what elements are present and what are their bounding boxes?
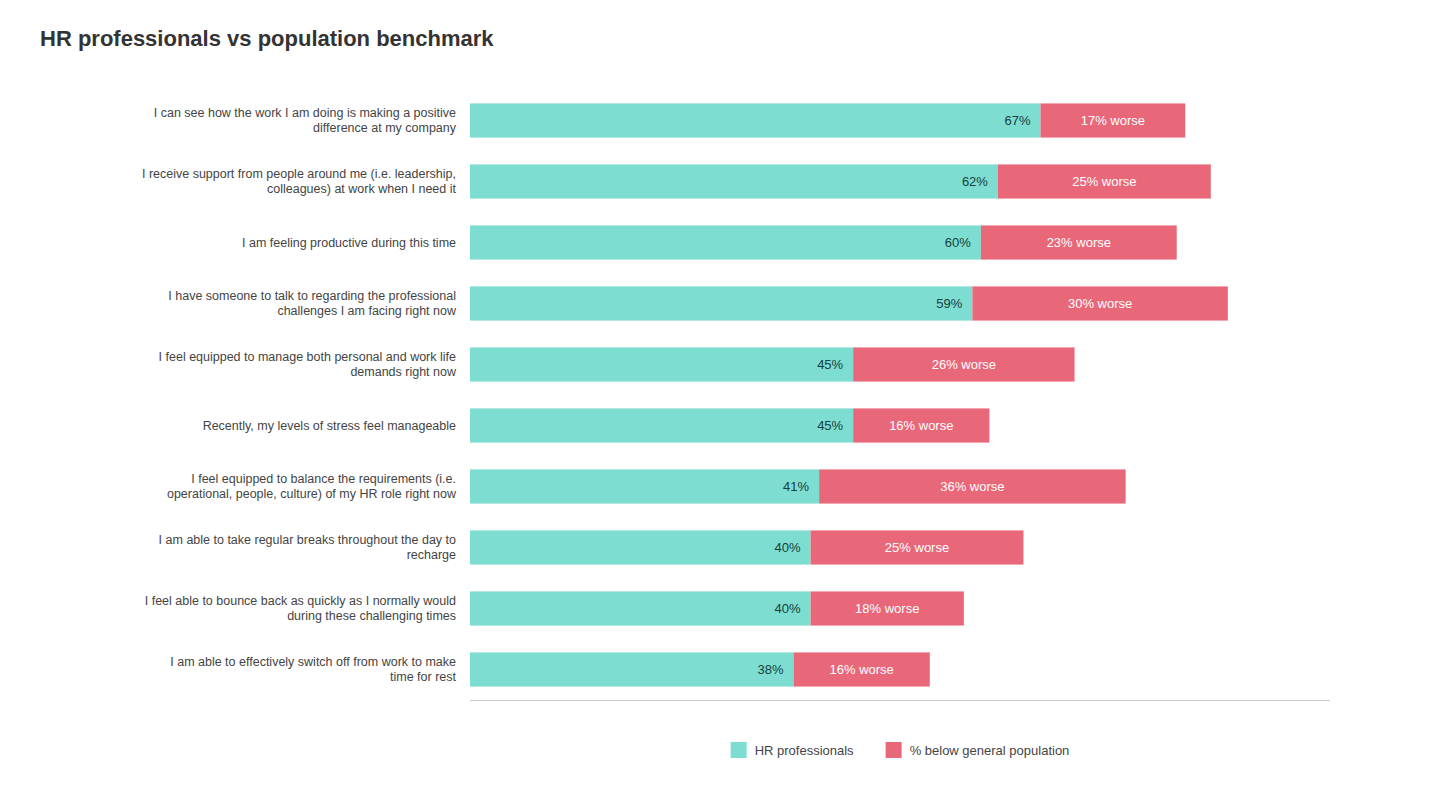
bar	[470, 164, 998, 198]
bar	[470, 103, 1040, 137]
bar	[470, 530, 811, 564]
tick-label: I am able to take regular breaks through…	[159, 533, 456, 562]
legend-label: % below general population	[910, 743, 1070, 758]
data-label: 41%	[783, 479, 809, 494]
data-label: 60%	[945, 235, 971, 250]
chart: HR professionals vs population benchmark…	[0, 0, 1440, 800]
legend: HR professionals % below general populati…	[731, 742, 1070, 758]
bar	[470, 225, 981, 259]
data-label: 45%	[817, 357, 843, 372]
bar	[998, 164, 1211, 198]
data-label: 25% worse	[885, 540, 949, 555]
data-label: 45%	[817, 418, 843, 433]
tick-label: I feel equipped to manage both personal …	[159, 350, 457, 379]
bar	[794, 652, 930, 686]
bar	[470, 591, 811, 625]
data-label: 59%	[936, 296, 962, 311]
legend-label: HR professionals	[755, 743, 854, 758]
data-label: 30% worse	[1068, 296, 1132, 311]
data-label: 62%	[962, 174, 988, 189]
tick-label: I feel able to bounce back as quickly as…	[145, 594, 456, 623]
data-label: 40%	[775, 540, 801, 555]
bar	[470, 347, 853, 381]
bars	[470, 103, 1228, 686]
bar	[853, 347, 1074, 381]
data-labels: 67% 17% worse 62% 25% worse 60% 23% worse 59% 3…	[758, 113, 1145, 677]
tick-label: I am feeling productive during this time	[242, 236, 456, 250]
bar	[811, 530, 1024, 564]
bar	[819, 469, 1126, 503]
data-label: 36% worse	[940, 479, 1004, 494]
data-label: 17% worse	[1081, 113, 1145, 128]
legend-swatch	[731, 742, 747, 758]
data-label: 26% worse	[932, 357, 996, 372]
bar	[470, 652, 794, 686]
bar	[470, 469, 819, 503]
tick-label: I can see how the work I am doing is mak…	[154, 106, 457, 135]
bar	[811, 591, 964, 625]
bar	[470, 408, 853, 442]
legend-swatch	[886, 742, 902, 758]
tick-label: I feel equipped to balance the requireme…	[167, 472, 457, 501]
bar	[1040, 103, 1185, 137]
data-label: 40%	[775, 601, 801, 616]
data-label: 18% worse	[855, 601, 919, 616]
data-label: 67%	[1004, 113, 1030, 128]
tick-label: I receive support from people around me …	[142, 167, 457, 196]
data-label: 23% worse	[1047, 235, 1111, 250]
tick-label: Recently, my levels of stress feel manag…	[203, 419, 456, 433]
x-axis-line	[470, 700, 1330, 701]
title: HR professionals vs population benchmark	[40, 26, 494, 51]
bar	[470, 286, 972, 320]
tick-label: I have someone to talk to regarding the …	[168, 289, 457, 318]
y-axis: I can see how the work I am doing is mak…	[142, 106, 457, 684]
bar	[972, 286, 1227, 320]
data-label: 25% worse	[1072, 174, 1136, 189]
bar	[853, 408, 989, 442]
bar	[981, 225, 1177, 259]
tick-label: I am able to effectively switch off from…	[170, 655, 456, 684]
data-label: 38%	[758, 662, 784, 677]
data-label: 16% worse	[830, 662, 894, 677]
data-label: 16% worse	[889, 418, 953, 433]
